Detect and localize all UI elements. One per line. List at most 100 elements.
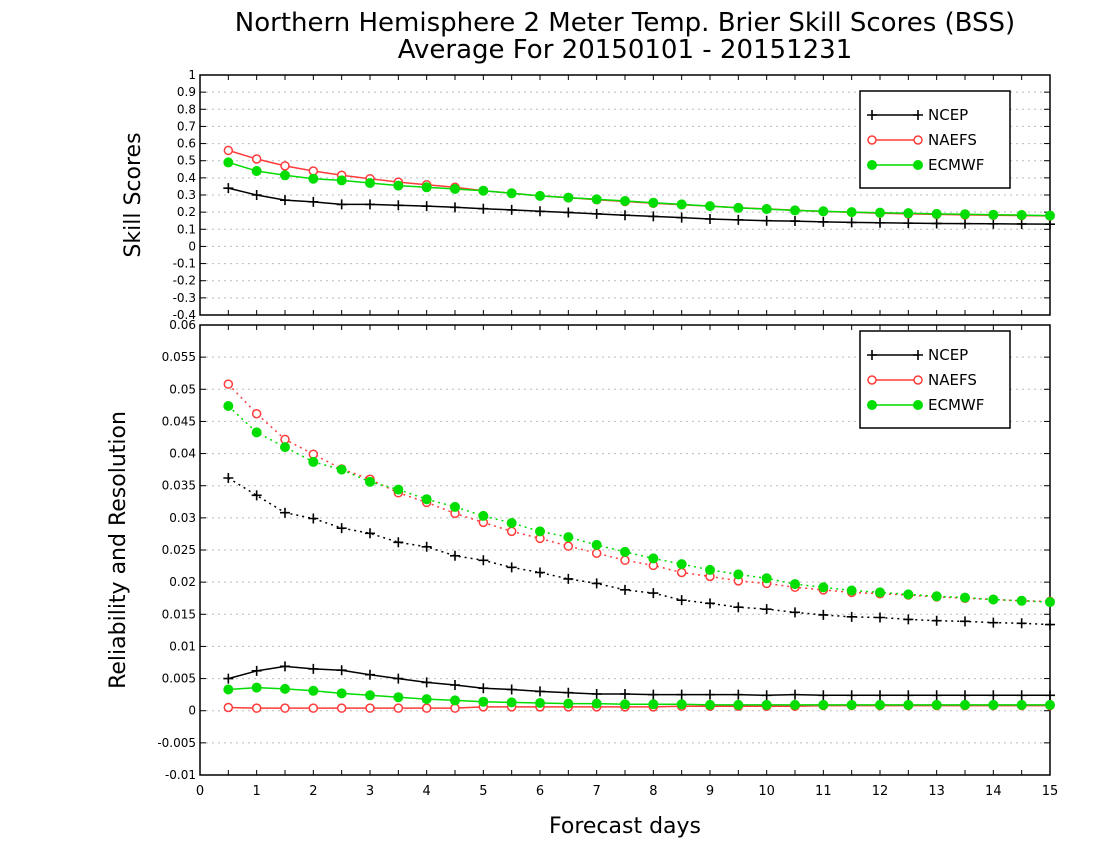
y-tick-label-0-035: 0.035 xyxy=(162,479,196,493)
data-point-ecmwf xyxy=(478,510,489,521)
data-point-ncep xyxy=(761,215,772,226)
x-tick-label-6: 6 xyxy=(536,784,544,799)
data-point-ecmwf xyxy=(733,569,744,580)
data-point-ecmwf xyxy=(761,699,772,710)
data-point-ncep xyxy=(988,617,999,628)
data-point-naefs xyxy=(280,161,290,171)
data-point-ncep xyxy=(1045,219,1055,230)
x-tick-label-11: 11 xyxy=(815,784,832,799)
y-tick-label-0-6: 0.6 xyxy=(177,137,196,151)
data-point-ecmwf xyxy=(705,699,715,710)
data-point-naefs xyxy=(365,703,375,713)
data-point-ncep xyxy=(365,199,375,210)
data-point-ecmwf xyxy=(875,587,885,598)
data-point-ecmwf xyxy=(1016,210,1027,221)
data-point-ncep xyxy=(393,537,404,548)
data-point-ecmwf xyxy=(903,699,914,710)
data-point-ecmwf xyxy=(988,594,999,605)
x-tick-label-1: 1 xyxy=(253,784,261,799)
x-tick-label-9: 9 xyxy=(706,784,714,799)
data-point-ncep xyxy=(875,690,885,701)
data-point-ncep xyxy=(676,689,687,700)
legend-marker-ecmwf xyxy=(913,400,923,410)
data-point-ecmwf xyxy=(393,484,404,495)
data-point-ecmwf xyxy=(478,185,489,196)
x-tick-label-3: 3 xyxy=(366,784,374,799)
series-line-ncep-solid xyxy=(228,665,1050,697)
data-point-ncep xyxy=(535,686,545,697)
data-point-ncep xyxy=(790,607,800,618)
data-point-ncep xyxy=(1016,618,1027,629)
data-point-ncep xyxy=(223,673,234,684)
data-point-ecmwf xyxy=(393,692,404,703)
data-point-ncep xyxy=(591,578,602,589)
y-tick-label--0-005: -0.005 xyxy=(157,736,196,750)
data-point-ecmwf xyxy=(365,178,375,188)
x-tick-label-13: 13 xyxy=(928,784,945,799)
data-point-ncep xyxy=(1016,218,1027,229)
data-point-ncep xyxy=(648,689,659,700)
data-point-naefs xyxy=(223,379,234,389)
data-point-naefs xyxy=(280,703,290,713)
data-point-ncep xyxy=(733,214,744,225)
data-point-ecmwf xyxy=(960,209,970,220)
y-tick-label-0-06: 0.06 xyxy=(169,318,196,332)
data-point-ecmwf xyxy=(620,699,630,710)
bottom-panel-ylabel: Reliability and Resolution xyxy=(106,411,131,689)
data-point-ncep xyxy=(648,588,659,599)
x-tick-label-0: 0 xyxy=(196,784,204,799)
y-tick-label-0-005: 0.005 xyxy=(162,672,196,686)
data-point-ncep xyxy=(450,202,460,213)
legend-marker-ecmwf xyxy=(867,400,877,410)
data-point-ecmwf xyxy=(336,688,347,699)
y-tick-label-0-7: 0.7 xyxy=(177,119,196,133)
legend-marker-naefs xyxy=(913,375,923,385)
data-point-ncep xyxy=(931,615,942,626)
data-point-ncep xyxy=(903,614,914,625)
data-point-ecmwf xyxy=(875,207,885,218)
data-point-ecmwf xyxy=(563,192,574,203)
data-point-ecmwf xyxy=(251,166,262,176)
data-point-ncep xyxy=(790,216,800,227)
data-point-ncep xyxy=(620,584,630,595)
y-tick-label-0: 0 xyxy=(188,704,196,718)
top-panel-ylabel: Skill Scores xyxy=(121,132,146,257)
data-point-ecmwf xyxy=(393,180,404,191)
data-point-ecmwf xyxy=(988,699,999,710)
data-point-ncep xyxy=(676,212,687,223)
y-tick-label-0-055: 0.055 xyxy=(162,350,196,364)
data-point-ncep xyxy=(506,204,517,215)
data-point-ecmwf xyxy=(676,699,687,710)
plot-frame xyxy=(199,74,1051,316)
data-point-ncep xyxy=(761,604,772,615)
data-point-ncep xyxy=(450,680,460,690)
data-point-naefs xyxy=(308,703,319,713)
x-tick-label-7: 7 xyxy=(593,784,601,799)
x-tick-label-2: 2 xyxy=(309,784,317,799)
x-tick-label-15: 15 xyxy=(1042,784,1059,799)
y-tick-label-0-025: 0.025 xyxy=(162,543,196,557)
data-point-ecmwf xyxy=(790,699,800,710)
series-line-naefs-solid xyxy=(228,704,1050,709)
data-point-naefs xyxy=(620,555,630,566)
data-point-ncep xyxy=(506,562,517,573)
data-point-ncep xyxy=(308,663,319,674)
data-point-ecmwf xyxy=(450,184,460,194)
data-point-ecmwf xyxy=(790,205,800,216)
data-point-ncep xyxy=(733,689,744,700)
y-tick-label--0-3: -0.3 xyxy=(173,291,196,305)
data-point-ncep xyxy=(591,208,602,219)
data-point-ncep xyxy=(280,661,290,672)
data-point-ecmwf xyxy=(818,206,829,217)
data-point-ncep xyxy=(790,689,800,700)
data-point-ncep xyxy=(280,195,290,206)
data-point-ncep xyxy=(705,214,715,224)
data-point-ncep xyxy=(365,528,375,539)
data-point-ecmwf xyxy=(733,699,744,710)
y-tick-label-0-02: 0.02 xyxy=(169,575,196,589)
legend-marker-ecmwf xyxy=(867,160,877,170)
data-point-naefs xyxy=(506,526,517,537)
data-point-ncep xyxy=(931,218,942,229)
data-point-ecmwf xyxy=(223,684,234,695)
